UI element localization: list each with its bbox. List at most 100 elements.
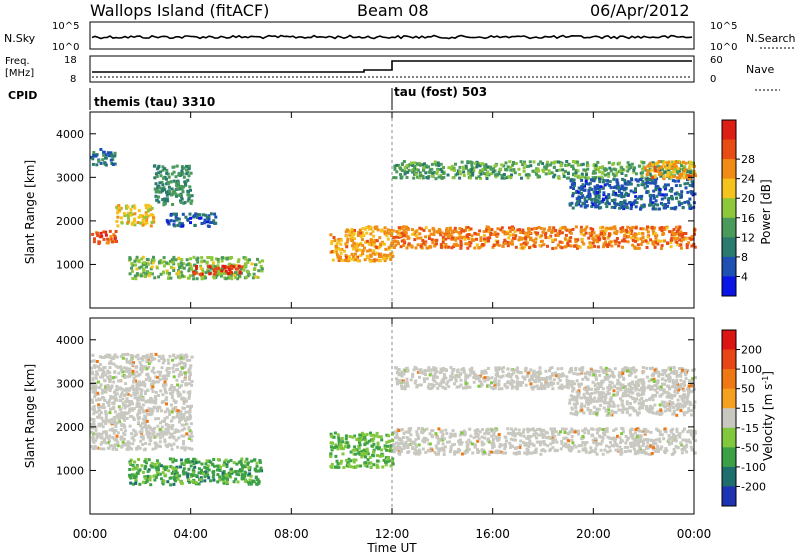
- power-echo-cell: [207, 256, 211, 259]
- power-echo-cell: [383, 257, 387, 260]
- power-echo-cell: [242, 268, 246, 272]
- power-echo-cell: [650, 226, 654, 230]
- velocity-echo-cell: [173, 475, 177, 479]
- colorbar-swatch: [722, 178, 736, 199]
- velocity-echo-cell: [111, 436, 115, 439]
- power-echo-cell: [658, 226, 662, 230]
- power-echo-cell: [632, 170, 636, 174]
- power-echo-cell: [614, 193, 618, 197]
- power-echo-cell: [364, 240, 368, 244]
- power-echo-cell: [501, 244, 505, 248]
- velocity-echo-cell: [225, 463, 229, 467]
- power-echo-cell: [139, 214, 142, 218]
- velocity-echo-cell: [516, 380, 519, 384]
- power-echo-cell: [114, 230, 118, 233]
- velocity-echo-cell: [90, 366, 94, 370]
- power-echo-cell: [660, 197, 664, 201]
- power-echo-cell: [113, 151, 117, 155]
- power-echo-cell: [592, 231, 596, 235]
- velocity-echo-cell: [156, 380, 160, 384]
- power-echo-cell: [511, 236, 515, 240]
- velocity-echo-cell: [492, 437, 495, 441]
- power-echo-cell: [416, 168, 420, 172]
- velocity-echo-cell: [90, 430, 94, 434]
- power-echo-cell: [485, 229, 489, 233]
- y-tick-label: 1000: [56, 258, 84, 271]
- power-echo-cell: [167, 222, 171, 226]
- velocity-echo-cell: [397, 429, 401, 432]
- power-echo-cell: [424, 171, 428, 175]
- power-echo-cell: [608, 166, 612, 170]
- power-echo-cell: [483, 165, 487, 169]
- velocity-echo-cell: [369, 465, 373, 469]
- power-echo-cell: [635, 201, 639, 205]
- velocity-echo-cell: [200, 468, 203, 472]
- power-echo-cell: [577, 174, 581, 178]
- power-echo-cell: [163, 176, 167, 179]
- power-echo-cell: [339, 251, 343, 255]
- velocity-echo-cell: [518, 443, 522, 447]
- velocity-echo-cell: [481, 428, 484, 432]
- velocity-echo-cell: [129, 481, 133, 485]
- velocity-echo-cell: [176, 367, 180, 371]
- power-echo-cell: [613, 191, 617, 195]
- velocity-echo-cell: [181, 406, 185, 410]
- velocity-echo-cell: [355, 438, 359, 441]
- velocity-echo-cell: [167, 423, 171, 427]
- velocity-echo-cell: [437, 452, 440, 456]
- velocity-echo-cell: [141, 358, 145, 362]
- velocity-echo-cell: [363, 443, 367, 447]
- power-echo-cell: [683, 168, 687, 171]
- power-echo-cell: [662, 227, 666, 231]
- colorbar-swatch: [722, 198, 736, 219]
- power-echo-cell: [651, 181, 655, 185]
- velocity-echo-cell: [161, 376, 165, 380]
- velocity-echo-cell: [170, 432, 174, 436]
- velocity-echo-cell: [174, 428, 178, 432]
- velocity-echo-cell: [153, 406, 157, 410]
- velocity-echo-cell: [571, 441, 575, 445]
- velocity-echo-cell: [163, 387, 167, 391]
- power-echo-cell: [551, 161, 555, 165]
- velocity-echo-cell: [126, 352, 130, 356]
- velocity-echo-cell: [90, 359, 93, 363]
- velocity-echo-cell: [549, 442, 553, 446]
- velocity-echo-cell: [108, 444, 112, 448]
- velocity-echo-cell: [529, 451, 533, 455]
- power-echo-cell: [452, 245, 456, 248]
- velocity-echo-cell: [389, 449, 393, 453]
- velocity-echo-cell: [606, 435, 610, 439]
- velocity-echo-cell: [475, 430, 479, 434]
- power-echo-cell: [624, 174, 628, 177]
- velocity-echo-cell: [191, 474, 195, 477]
- power-echo-cell: [677, 169, 681, 173]
- power-echo-cell: [626, 180, 630, 184]
- power-echo-cell: [686, 181, 690, 185]
- velocity-echo-cell: [612, 429, 616, 432]
- velocity-echo-cell: [567, 439, 571, 443]
- velocity-echo-cell: [99, 411, 103, 415]
- power-echo-cell: [363, 258, 367, 262]
- power-echo-cell: [613, 227, 617, 231]
- velocity-echo-cell: [156, 424, 160, 428]
- power-echo-cell: [346, 229, 350, 233]
- power-echo-cell: [157, 260, 161, 264]
- power-echo-cell: [394, 239, 398, 243]
- velocity-echo-cell: [136, 384, 140, 388]
- power-echo-cell: [398, 228, 402, 232]
- power-echo-cell: [133, 259, 137, 263]
- velocity-echo-cell: [137, 458, 141, 461]
- power-echo-cell: [603, 183, 607, 187]
- velocity-echo-cell: [480, 443, 484, 447]
- velocity-echo-cell: [395, 448, 399, 452]
- velocity-echo-cell: [487, 440, 491, 444]
- velocity-echo-cell: [207, 476, 211, 480]
- power-echo-cell: [440, 231, 444, 235]
- velocity-echo-cell: [686, 439, 690, 443]
- power-echo-cell: [648, 203, 651, 207]
- power-echo-cell: [472, 166, 476, 170]
- power-echo-cell: [478, 164, 482, 168]
- power-echo-cell: [497, 243, 501, 247]
- velocity-echo-cell: [176, 445, 180, 449]
- velocity-echo-cell: [528, 439, 532, 443]
